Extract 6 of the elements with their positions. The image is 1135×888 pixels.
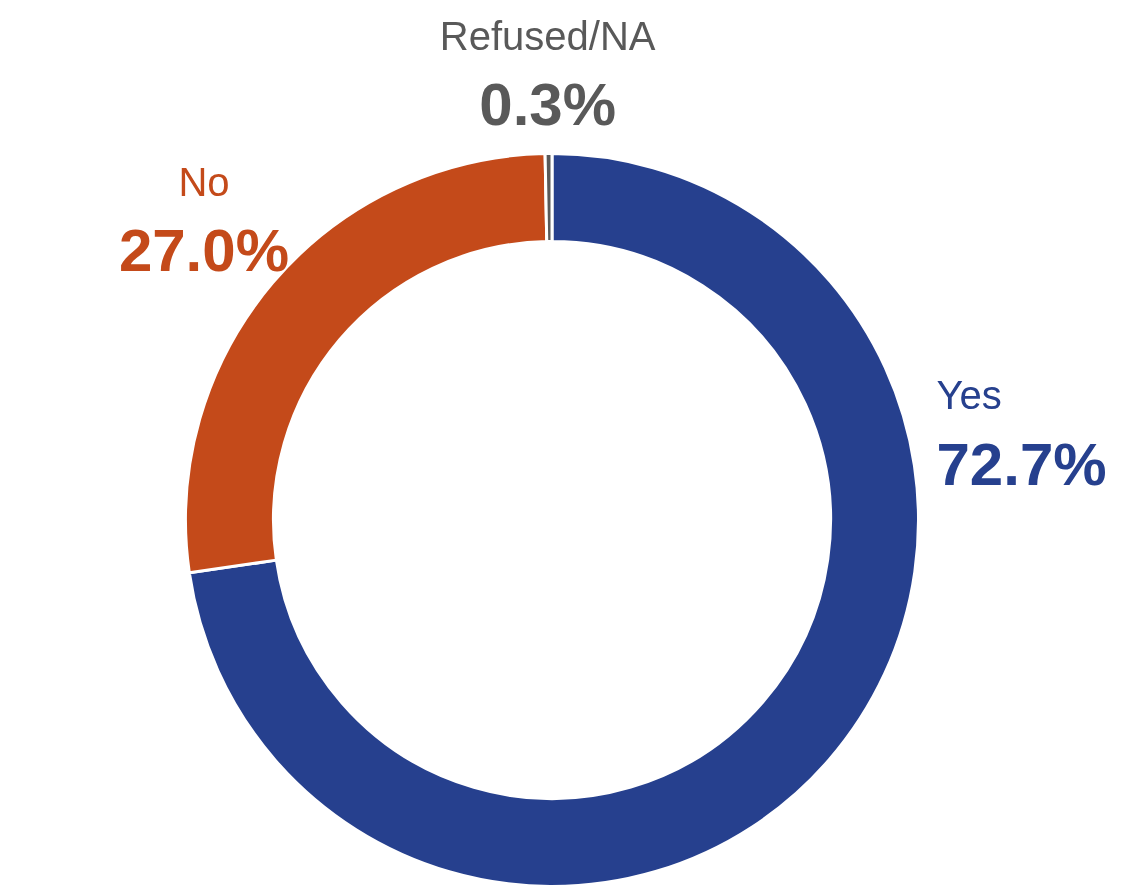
slice-label: Yes (936, 373, 1002, 418)
data-label: 72.7% (936, 430, 1107, 498)
data-label: 0.3% (479, 71, 617, 139)
slice-label: No (178, 159, 230, 204)
slice-label: Refused/NA (439, 13, 656, 58)
data-label: 27.0% (118, 217, 290, 285)
